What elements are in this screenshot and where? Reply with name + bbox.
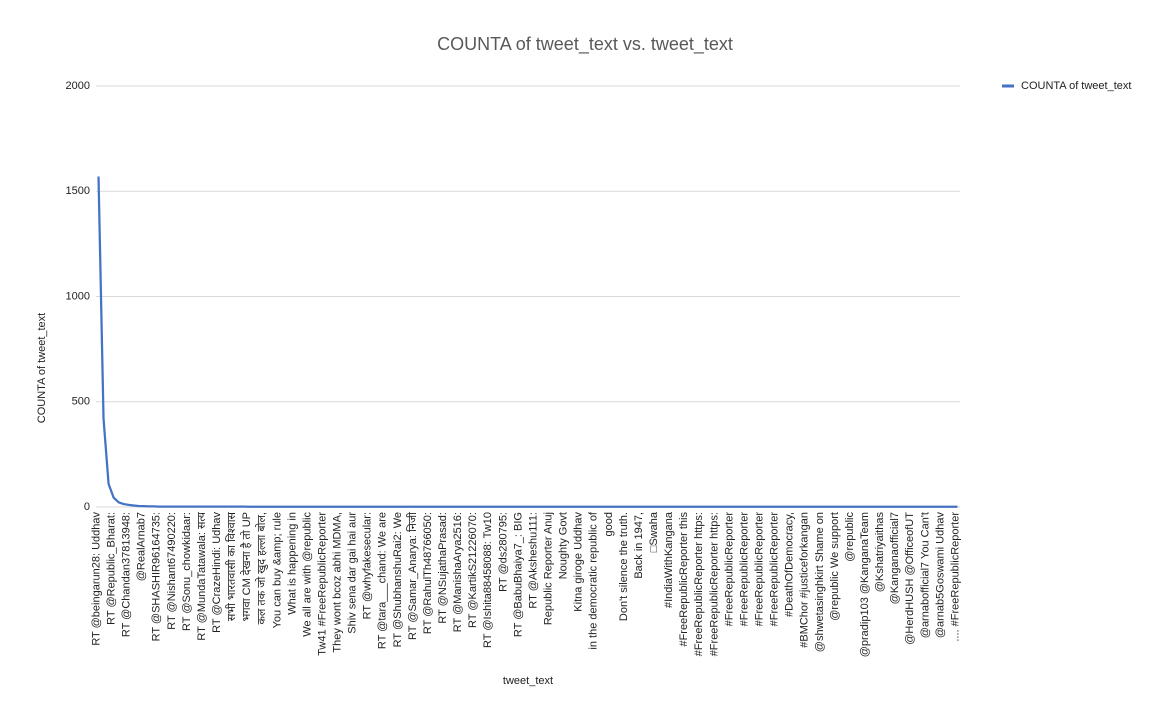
x-tick-label: RT @Nishant67490220: [166,512,178,630]
legend-label: COUNTA of tweet_text [1021,80,1131,92]
y-axis-title: COUNTA of tweet_text [36,313,48,423]
x-tick-label: RT @CrazeHindi: Udhav [211,512,223,633]
x-tick-label: #FreeRepublicReporter [723,512,735,627]
y-tick-label: 0 [84,501,90,513]
x-tick-label: RT @Sonu_chowkidaar: [181,512,193,631]
x-tick-label: RT @Ishita88458088: Tw10 [482,512,494,648]
x-tick-label: Tw41 #FreeRepublicReporter [316,512,328,656]
x-tick-label: RT @ManishaArya2516: [452,512,464,632]
x-tick-label: #FreeRepublicReporter [738,512,750,627]
x-tick-label: RT @Republic_Bharat: [105,512,117,625]
y-tick-label: 1000 [66,290,90,302]
x-tick-label: You can buy &amp; rule [271,512,283,628]
x-tick-label: @republic We support [829,512,841,621]
x-tick-label: @arnab5Goswami Udhav [934,512,946,639]
x-tick-label: #DeathOfDemocracy, [784,512,796,617]
chart-title: COUNTA of tweet_text vs. tweet_text [437,34,733,55]
x-tick-label: RT @SHASHIR96164735: [151,512,163,641]
x-tick-label: RT @MundaTatawala: सत्य [196,511,208,640]
x-tick-label: @RealArnab7 [136,512,148,581]
x-tick-label: #FreeRepublicReporter https: [693,512,705,656]
x-axis-title: tweet_text [503,675,553,687]
x-tick-label: good [603,512,615,536]
x-tick-label: कल तक जो खुद हल्ला बोल, [255,512,268,625]
y-tick-label: 500 [72,396,90,408]
x-tick-label: They wont bcoz abhi MDMA, [332,512,344,653]
x-tick-label: Republic Reporter Anuj [543,512,555,625]
x-tick-label: #FreeRepublicReporter this [678,512,690,647]
x-tick-label: RT @BabuBhaiya7_: BIG [512,512,524,637]
y-tick-label: 2000 [66,80,90,92]
x-tick-label: RT @beingarun28: Uddhav [90,512,102,646]
x-tick-label: @arnabofficial7 You Can't [919,512,931,638]
x-tick-label: RT @tara___chand: We are [377,512,389,649]
x-tick-label: RT @ds280795: [497,512,509,592]
x-tick-label: in the democratic republic of [588,511,600,650]
x-tick-label: RT @Chandan37813948: [121,512,133,637]
x-tick-label: RT @whyfakesecular: [362,512,374,619]
x-tick-label: What is happening in [286,512,298,615]
x-tick-label: #BMChor #justiceforkangan [799,512,811,648]
x-tick-label: @Kshatriyaithas [874,512,886,593]
x-tick-label: @HerdHUSH @OfficeofUT [904,512,916,645]
x-tick-label: RT @NSujathaPrasad: [437,512,449,624]
x-tick-label: Back in 1947, [633,512,645,579]
x-tick-label: We all are with @republic [301,512,313,637]
x-tick-label: #FreeRepublicReporter https: [708,512,720,656]
x-tick-label: RT @ShubhanshuRai2: We [392,512,404,647]
x-tick-label: RT @KartikS21226070: [467,512,479,628]
x-tick-label: RT @Aksheshu111: [527,512,539,609]
x-tick-label: □Swaha [648,511,660,552]
data-line [97,176,958,508]
x-tick-label: @Kanganaofficial7 [889,512,901,604]
x-tick-label: Don't silence the truth. [618,512,630,621]
x-tick-label: Shiv sena dar gai hai aur [347,512,359,634]
x-tick-label: #IndiaWithKangana [663,511,675,608]
x-tick-label: भगवा CM देखना है तो UP [240,512,253,621]
x-tick-label: सभी भारतवासी का विश्वास [225,511,238,621]
x-tick-label: Kitna giroge Uddhav [573,512,585,612]
x-tick-label: Noughty Govt [558,512,570,579]
x-tick-label: @republic [844,512,856,562]
y-tick-label: 1500 [66,185,90,197]
x-tick-label: .... #FreeRepublicReporter [949,512,961,642]
x-tick-label: @pradip103 @KanganaTeam [859,512,871,657]
x-tick-label: #FreeRepublicReporter [769,512,781,627]
x-tick-label: RT @RahulTh48766050: [422,512,434,634]
x-tick-label: #FreeRepublicReporter [753,512,765,627]
x-tick-label: RT @Samar_Anarya: निजी [406,512,419,640]
x-tick-label: @shwetasinghkirt Shame on [814,512,826,652]
